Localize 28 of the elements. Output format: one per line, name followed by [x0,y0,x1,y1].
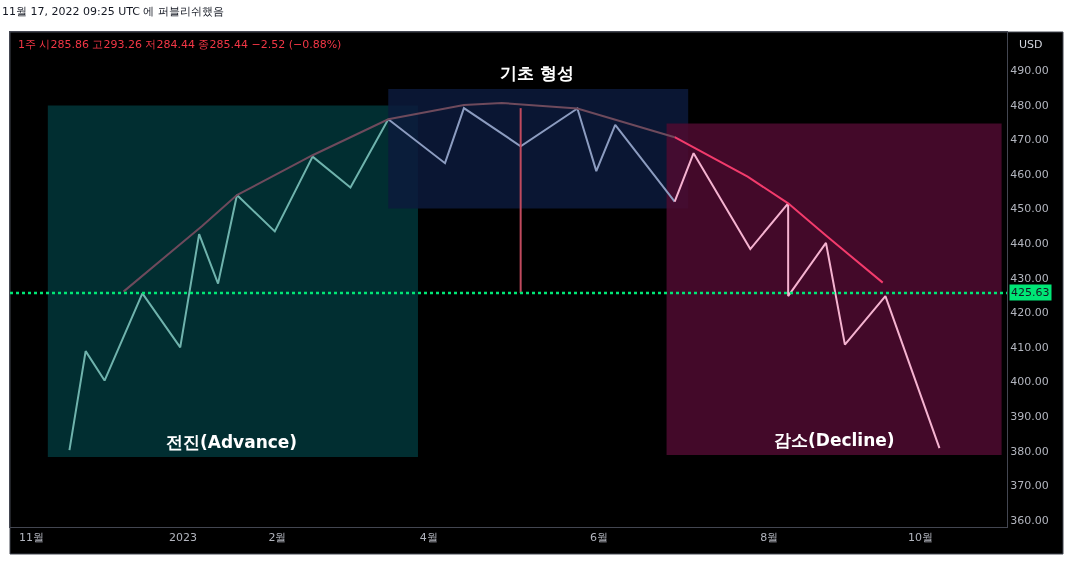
y-tick-label: 440.00 [1010,237,1049,250]
y-tick-label: 380.00 [1010,444,1049,458]
ref-line-label: 425.63 [1011,286,1050,299]
text: 1주 시285.86 고293.26 저284.44 종285.44 −2.52 (−0.88%) [18,38,342,51]
y-tick-label: 470.00 [1010,133,1049,147]
band-label: 전진(Advance) [166,432,298,452]
y-tick-label: 390.00 [1010,410,1049,424]
y-tick-label: 480.00 [1010,98,1049,112]
y-tick-label: 490.00 [1010,63,1049,77]
y-axis-title: USD [1019,38,1043,51]
x-tick-label: 10월 [908,531,934,545]
y-tick-label: 420.00 [1010,306,1049,320]
x-tick-label: 11월 [19,531,45,545]
y-tick-label: 400.00 [1010,375,1049,389]
x-tick-label: 4월 [419,531,438,545]
band-label: 감소(Decline) [774,430,895,450]
x-tick-label: 2023 [168,531,197,545]
y-tick-label: 360.00 [1010,513,1049,527]
x-tick-label: 2월 [268,531,287,545]
y-tick-label: 450.00 [1010,202,1049,216]
y-tick-label: 410.00 [1010,340,1049,354]
y-tick-label: 430.00 [1010,271,1049,285]
text: 11월 17, 2022 09:25 UTC 에 퍼블리쉬했음 [2,5,224,18]
y-tick-label: 460.00 [1010,167,1049,181]
x-tick-label: 8월 [760,531,779,545]
y-tick-label: 370.00 [1010,479,1049,493]
x-tick-label: 6월 [590,531,609,545]
band-label: 기초 형성 [500,63,574,83]
